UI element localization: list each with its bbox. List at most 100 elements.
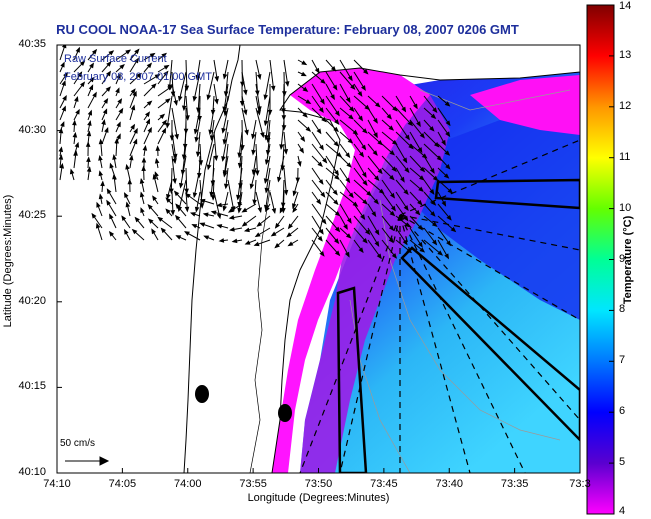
current-vector-head — [221, 156, 226, 162]
current-vector-head — [59, 162, 65, 169]
current-vector-head — [74, 141, 80, 148]
current-vector — [264, 71, 271, 100]
current-vector-head — [318, 179, 324, 185]
current-vector-head — [256, 221, 263, 227]
current-vector-head — [419, 175, 425, 181]
axis-ticks — [56, 44, 581, 474]
current-vector-head — [334, 250, 341, 257]
current-vector-head — [166, 193, 171, 200]
current-vector-head — [263, 94, 269, 101]
current-vector-head — [160, 227, 167, 234]
current-vector-head — [445, 164, 451, 170]
current-vector-head — [403, 189, 409, 196]
current-vector-head — [194, 206, 200, 213]
current-vector-head — [251, 149, 256, 156]
current-vector-head — [404, 167, 410, 174]
current-vector-head — [371, 211, 377, 218]
current-vector-head — [357, 91, 363, 97]
current-vector-head — [218, 238, 225, 243]
radial-lines — [299, 139, 580, 473]
current-vector-head — [192, 192, 198, 199]
current-vectors — [58, 45, 457, 260]
scale-label: 50 cm/s — [60, 438, 96, 449]
current-vector-head — [284, 81, 290, 87]
current-vector-head — [389, 150, 396, 156]
current-vector-head — [206, 164, 212, 171]
current-vector-head — [157, 216, 164, 222]
current-vector-head — [270, 85, 276, 92]
current-vector-head — [86, 166, 92, 172]
current-vector-head — [372, 117, 378, 124]
current-vector-head — [89, 62, 94, 69]
current-vector-head — [374, 175, 380, 182]
current-vector — [255, 107, 264, 137]
current-vector-head — [189, 212, 196, 217]
current-vector-head — [391, 139, 398, 146]
current-vector-head — [419, 166, 426, 173]
current-vector-head — [388, 237, 394, 244]
current-vector-head — [361, 144, 367, 151]
current-vector-head — [406, 248, 413, 254]
legend-current-label: Raw Surface Current — [64, 53, 167, 65]
current-vector-head — [377, 168, 383, 175]
current-vector-head — [274, 222, 281, 229]
current-vector-head — [60, 61, 65, 68]
current-vector-head — [237, 162, 243, 169]
current-vector — [180, 155, 187, 188]
current-vector-head — [429, 126, 435, 132]
sst-map — [57, 45, 580, 473]
current-vector-head — [401, 106, 407, 113]
current-vector-head — [159, 113, 166, 119]
current-vector-head — [134, 57, 139, 64]
current-vector-head — [154, 74, 161, 79]
current-vector-head — [407, 120, 414, 127]
current-vector-head — [317, 161, 323, 168]
current-vector-head — [140, 207, 145, 214]
current-vector-head — [103, 97, 109, 104]
current-vector-head — [161, 127, 167, 134]
current-vector-head — [414, 209, 421, 216]
current-vector-head — [69, 168, 75, 175]
y-axis-title: Latitude (Degrees:Minutes) — [2, 194, 14, 328]
current-vector-head — [209, 191, 214, 198]
current-vector-head — [72, 119, 77, 126]
current-vector-head — [388, 125, 395, 131]
current-vector-head — [146, 100, 153, 106]
current-vector — [193, 167, 201, 197]
current-vector-head — [101, 119, 106, 125]
current-vector-head — [319, 98, 325, 105]
current-vector-head — [151, 83, 157, 89]
current-vector-head — [154, 171, 159, 178]
current-vector-head — [336, 152, 343, 158]
current-vector-head — [104, 126, 109, 133]
current-vector-head — [91, 212, 97, 219]
current-vector — [209, 107, 215, 135]
current-vector — [199, 179, 203, 208]
current-vector-head — [114, 137, 120, 144]
current-vector-head — [430, 211, 436, 217]
current-vector-head — [347, 75, 353, 82]
x-tick-label: 73:35 — [500, 478, 529, 490]
current-vector-head — [173, 100, 178, 106]
current-vector-head — [302, 112, 308, 118]
current-vector-head — [358, 115, 363, 122]
current-vector-head — [243, 227, 250, 233]
current-vector-head — [223, 110, 228, 117]
current-vector-head — [165, 208, 171, 214]
current-vector-head — [350, 84, 356, 90]
current-vector-head — [125, 201, 131, 208]
colorbar-tick-label: 10 — [619, 201, 632, 214]
current-vector-head — [429, 167, 435, 174]
current-vector-head — [434, 142, 440, 148]
current-vector-head — [264, 134, 269, 141]
current-vector-head — [87, 109, 93, 116]
current-vector-head — [445, 131, 451, 138]
current-vector-head — [249, 183, 255, 190]
current-vector-head — [142, 144, 148, 151]
current-vector — [193, 71, 201, 101]
current-vector-head — [334, 174, 340, 180]
current-vector-head — [240, 81, 245, 88]
current-vector-head — [223, 183, 229, 190]
current-vector — [223, 83, 229, 111]
current-vector-head — [362, 238, 368, 244]
